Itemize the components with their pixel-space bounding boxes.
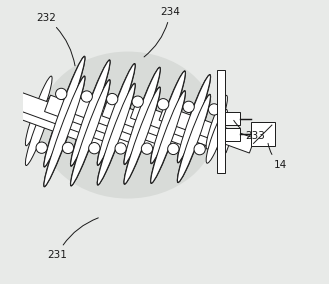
Ellipse shape xyxy=(124,87,160,184)
Polygon shape xyxy=(0,90,116,152)
Ellipse shape xyxy=(44,57,85,167)
Ellipse shape xyxy=(124,67,161,165)
Ellipse shape xyxy=(124,68,160,164)
Bar xyxy=(217,70,225,173)
Ellipse shape xyxy=(177,94,211,183)
Text: 234: 234 xyxy=(144,7,180,57)
Ellipse shape xyxy=(124,87,161,184)
Circle shape xyxy=(107,93,118,105)
Ellipse shape xyxy=(44,76,85,187)
Polygon shape xyxy=(130,103,232,153)
Polygon shape xyxy=(73,98,185,152)
Ellipse shape xyxy=(70,80,110,186)
Polygon shape xyxy=(102,100,208,153)
Polygon shape xyxy=(159,106,255,153)
Text: 231: 231 xyxy=(47,218,98,260)
Bar xyxy=(225,112,240,125)
Text: 232: 232 xyxy=(36,13,75,66)
Circle shape xyxy=(209,104,220,115)
Ellipse shape xyxy=(150,71,186,164)
Text: 14: 14 xyxy=(268,143,287,170)
Circle shape xyxy=(183,101,194,112)
Circle shape xyxy=(194,143,205,155)
Circle shape xyxy=(168,143,179,154)
Circle shape xyxy=(115,143,126,154)
Bar xyxy=(225,128,240,141)
Circle shape xyxy=(63,142,74,154)
Ellipse shape xyxy=(71,60,110,166)
Ellipse shape xyxy=(71,80,110,186)
Ellipse shape xyxy=(70,60,110,166)
Ellipse shape xyxy=(25,96,52,166)
Ellipse shape xyxy=(177,75,211,162)
Ellipse shape xyxy=(151,71,185,163)
Bar xyxy=(251,122,275,146)
Ellipse shape xyxy=(97,64,135,165)
Ellipse shape xyxy=(177,95,211,182)
Circle shape xyxy=(56,88,67,100)
Ellipse shape xyxy=(44,76,85,187)
Circle shape xyxy=(89,143,100,154)
Circle shape xyxy=(141,143,153,154)
Ellipse shape xyxy=(97,84,135,185)
Ellipse shape xyxy=(206,109,227,163)
Circle shape xyxy=(36,142,47,153)
Ellipse shape xyxy=(44,56,85,167)
Polygon shape xyxy=(44,95,162,152)
Circle shape xyxy=(158,99,169,110)
Ellipse shape xyxy=(177,74,211,163)
Ellipse shape xyxy=(97,63,135,165)
Text: 233: 233 xyxy=(234,120,265,141)
Ellipse shape xyxy=(39,52,217,199)
Circle shape xyxy=(81,91,92,102)
Ellipse shape xyxy=(150,91,186,183)
Ellipse shape xyxy=(97,83,135,185)
Circle shape xyxy=(132,96,143,107)
Ellipse shape xyxy=(25,76,52,146)
Ellipse shape xyxy=(206,95,227,149)
Polygon shape xyxy=(16,93,139,152)
Ellipse shape xyxy=(151,91,185,183)
